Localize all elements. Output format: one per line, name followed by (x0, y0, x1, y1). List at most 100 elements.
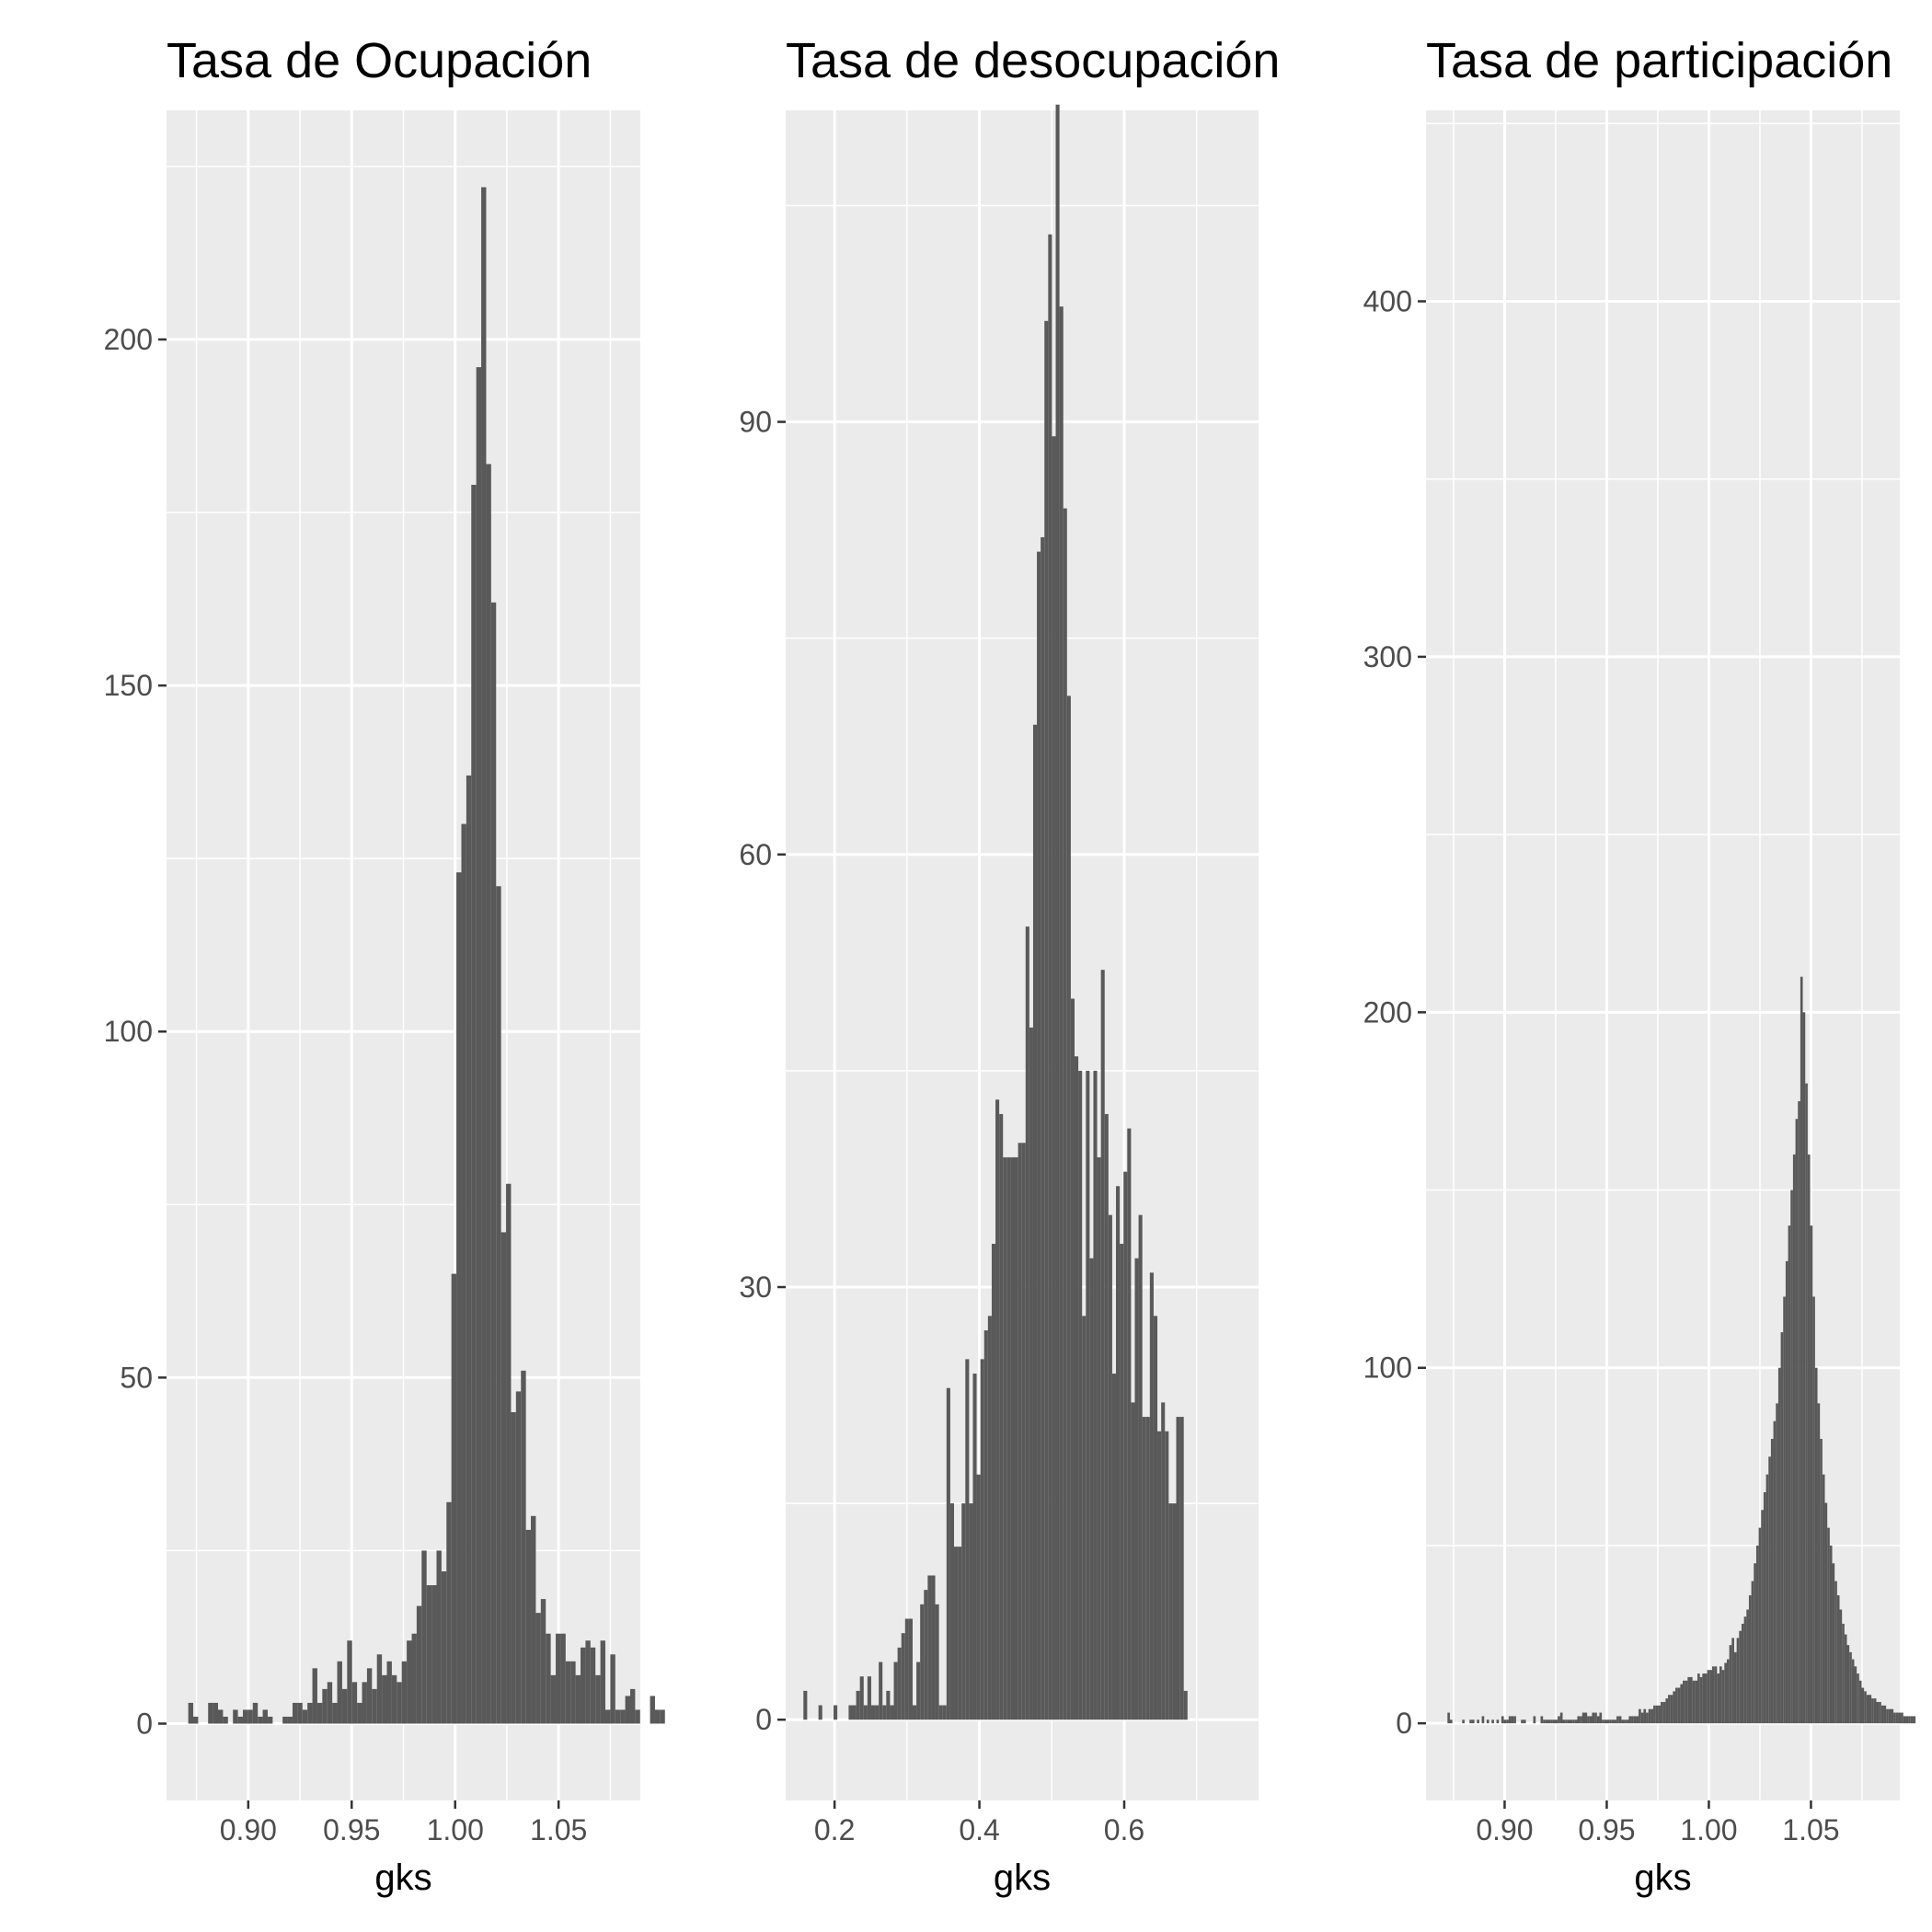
histogram-bar (660, 1709, 665, 1724)
histogram-panel-3: 0.90 0.95 1.00 1.05 0 100 200 300 400 Tasa de par… (1363, 33, 1916, 1898)
histogram-bar (1179, 1417, 1184, 1720)
histogram-bar (1719, 1666, 1722, 1724)
histogram-bar (1621, 1719, 1625, 1724)
histogram-bar (1153, 1316, 1158, 1720)
histogram-bar (976, 1474, 981, 1720)
histogram-bar (1048, 234, 1052, 1720)
histogram-bar (1183, 1690, 1188, 1720)
histogram-bar (1640, 1712, 1644, 1724)
histogram-bar (535, 1613, 541, 1724)
histogram-bar (1795, 1119, 1799, 1724)
histogram-bar (1584, 1712, 1588, 1724)
histogram-bar (421, 1550, 427, 1724)
histogram-bar (1879, 1701, 1881, 1724)
histogram-bar (1587, 1716, 1590, 1724)
histogram-bar (496, 886, 501, 1724)
histogram-bar (965, 1359, 970, 1720)
histogram-bar (431, 1585, 437, 1724)
histogram-bar (1662, 1701, 1666, 1724)
histogram-bar (938, 1705, 943, 1720)
histogram-bar (1558, 1716, 1560, 1724)
histogram-bar (287, 1716, 293, 1724)
histogram-bar (1628, 1716, 1632, 1724)
histogram-bar (1765, 1474, 1769, 1724)
histogram-bar (870, 1705, 876, 1720)
histogram-bar (1800, 976, 1803, 1724)
histogram-bar (1643, 1708, 1647, 1724)
histogram-bar (1832, 1563, 1835, 1724)
histogram-bar (1626, 1719, 1629, 1724)
histogram-bar (386, 1661, 392, 1724)
y-tick-label: 0 (1396, 1707, 1412, 1740)
histogram-bar (1754, 1563, 1756, 1724)
histogram-bar (506, 1183, 512, 1724)
histogram-bar (625, 1696, 630, 1724)
histogram-bar (901, 1633, 905, 1720)
histogram-bar (1165, 1431, 1169, 1720)
histogram-bar (912, 1705, 917, 1720)
histogram-bar (848, 1705, 853, 1720)
histogram-bar (341, 1688, 348, 1724)
histogram-bar (237, 1716, 243, 1724)
histogram-bar (1731, 1638, 1734, 1724)
histogram-bar (1059, 306, 1064, 1720)
histogram-bar (1729, 1645, 1732, 1724)
histogram-bar (1717, 1673, 1719, 1724)
histogram-bar (983, 1330, 988, 1720)
histogram-bar (1695, 1680, 1698, 1724)
y-tick-label: 150 (104, 669, 153, 702)
histogram-bar (908, 1618, 913, 1720)
histogram-bar (1858, 1680, 1862, 1724)
histogram-bar (954, 1547, 959, 1720)
histogram-bar (818, 1705, 822, 1720)
histogram-bar (382, 1674, 387, 1724)
histogram-bar (980, 1359, 984, 1720)
histogram-bar (208, 1702, 213, 1724)
histogram-bar (1798, 1100, 1800, 1724)
histogram-bar (916, 1662, 921, 1720)
histogram-bar (1010, 1156, 1015, 1720)
histogram-bar (1116, 1186, 1121, 1720)
histogram-bar (1658, 1705, 1662, 1724)
histogram-bar (1469, 1719, 1472, 1724)
histogram-bar (456, 872, 462, 1724)
histogram-bar (1018, 1143, 1022, 1720)
histogram-bar (407, 1640, 412, 1724)
histogram-bar (1149, 1272, 1154, 1720)
histogram-bar (856, 1690, 860, 1720)
histogram-bar (931, 1575, 936, 1720)
histogram-bar (1594, 1712, 1597, 1724)
histogram-bar (1733, 1651, 1737, 1724)
histogram-bar (1839, 1609, 1843, 1724)
histogram-bar (1596, 1716, 1600, 1724)
histogram-bar (1675, 1687, 1678, 1724)
histogram-bar (1736, 1638, 1740, 1724)
histogram-bar (1449, 1719, 1453, 1724)
histogram-bar (999, 1113, 1004, 1720)
histogram-bar (969, 1503, 973, 1720)
histogram-bar (1447, 1712, 1450, 1724)
histogram-bar (476, 367, 482, 1724)
histogram-bar (1491, 1719, 1494, 1724)
histogram-bar (337, 1661, 342, 1724)
histogram-bar (1817, 1403, 1821, 1724)
histogram-bar (1089, 1258, 1094, 1720)
histogram-bar (1108, 1214, 1112, 1720)
histogram-bar (1633, 1716, 1637, 1724)
histogram-bar (1836, 1595, 1840, 1724)
histogram-bar (1685, 1680, 1688, 1724)
x-tick-label: 0.95 (1578, 1813, 1635, 1846)
y-tick-label: 400 (1363, 285, 1412, 318)
histogram-bar (307, 1702, 313, 1724)
histogram-bar (1555, 1719, 1558, 1724)
histogram-bar (213, 1702, 218, 1724)
histogram-bar (1673, 1691, 1676, 1724)
histogram-bar (1661, 1701, 1663, 1724)
y-tick-label: 0 (755, 1703, 772, 1736)
histogram-bar (481, 187, 487, 1724)
histogram-bar (1462, 1719, 1465, 1724)
histogram-bar (521, 1370, 526, 1724)
histogram-bar (1506, 1719, 1509, 1724)
histogram-bar (615, 1709, 621, 1724)
histogram-bar (1477, 1719, 1479, 1724)
